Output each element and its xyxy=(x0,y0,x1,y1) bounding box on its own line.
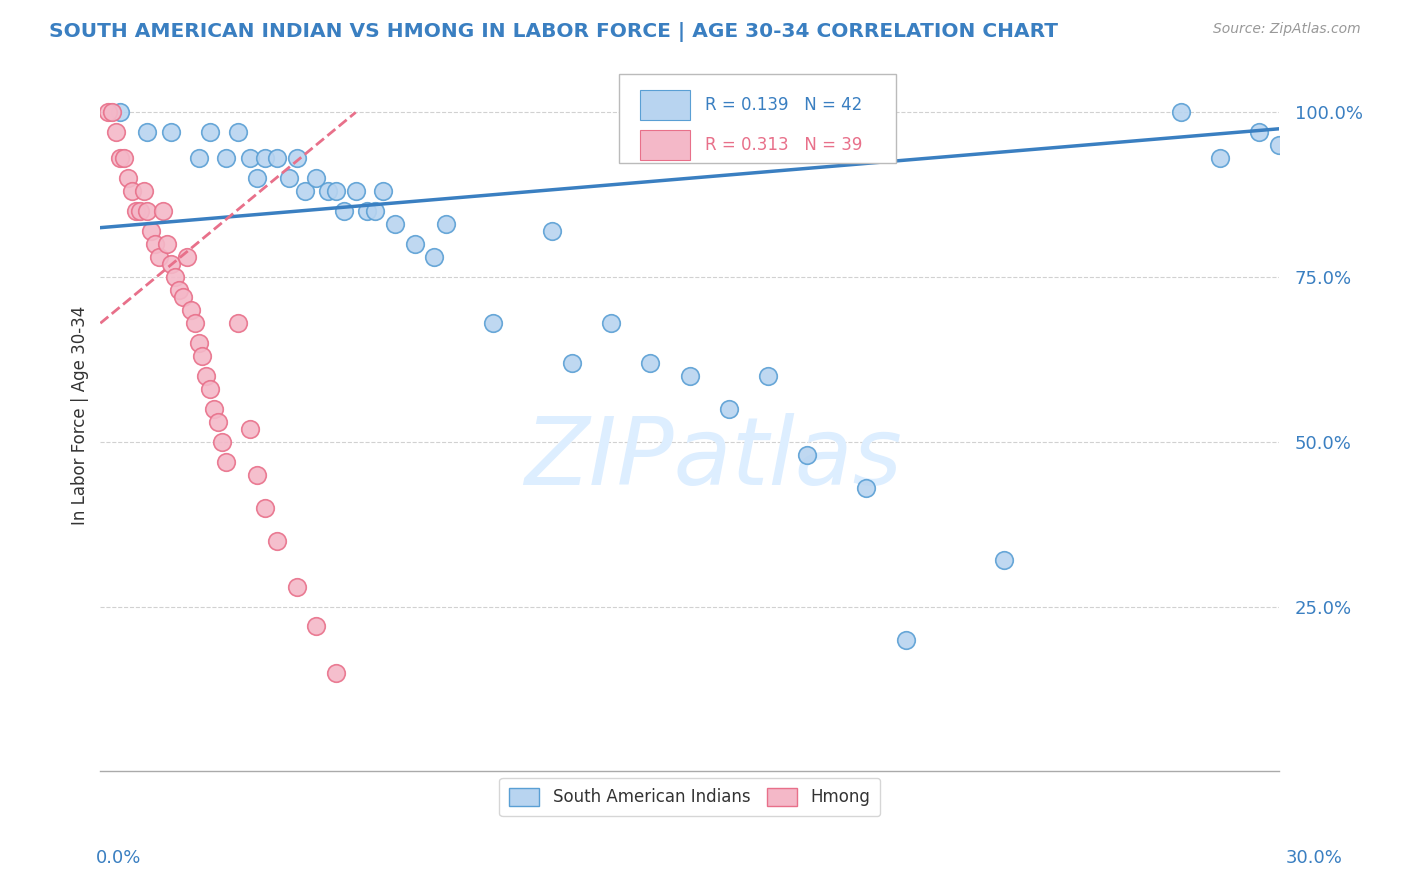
Point xyxy=(125,204,148,219)
Point xyxy=(108,105,131,120)
Point xyxy=(855,481,877,495)
Point xyxy=(176,250,198,264)
Point xyxy=(180,303,202,318)
Point xyxy=(640,356,662,370)
Point xyxy=(294,185,316,199)
Point xyxy=(183,316,205,330)
Point xyxy=(993,553,1015,567)
Point xyxy=(277,171,299,186)
FancyBboxPatch shape xyxy=(640,90,689,120)
Point xyxy=(266,533,288,548)
Text: R = 0.313   N = 39: R = 0.313 N = 39 xyxy=(704,136,862,154)
Point xyxy=(195,368,218,383)
Point xyxy=(211,434,233,449)
Point xyxy=(561,356,583,370)
Point xyxy=(434,218,457,232)
Point xyxy=(344,185,367,199)
Point xyxy=(254,500,277,515)
Point xyxy=(1209,152,1232,166)
Point xyxy=(152,204,174,219)
Point xyxy=(207,415,229,429)
Point xyxy=(128,204,150,219)
FancyBboxPatch shape xyxy=(619,74,896,163)
Point xyxy=(404,237,426,252)
Point xyxy=(136,125,159,139)
Text: ZIPatlas: ZIPatlas xyxy=(524,413,903,504)
Point xyxy=(423,250,446,264)
Point xyxy=(202,401,225,416)
Y-axis label: In Labor Force | Age 30-34: In Labor Force | Age 30-34 xyxy=(72,306,89,525)
Point xyxy=(316,185,339,199)
Point xyxy=(97,105,120,120)
Point xyxy=(105,125,128,139)
Point xyxy=(187,336,209,351)
Point xyxy=(894,632,917,647)
Point xyxy=(239,152,262,166)
Point xyxy=(325,185,347,199)
Point xyxy=(101,105,124,120)
Point xyxy=(191,349,214,363)
Point xyxy=(160,257,183,271)
Text: Source: ZipAtlas.com: Source: ZipAtlas.com xyxy=(1213,22,1361,37)
Point xyxy=(373,185,395,199)
Point xyxy=(285,152,308,166)
Point xyxy=(254,152,277,166)
Point xyxy=(226,316,249,330)
Point xyxy=(356,204,378,219)
Point xyxy=(1249,125,1271,139)
Point xyxy=(117,171,139,186)
Point xyxy=(108,152,131,166)
Point xyxy=(167,283,190,297)
Point xyxy=(246,171,269,186)
Point xyxy=(141,224,163,238)
Point xyxy=(384,218,406,232)
Point xyxy=(200,382,222,396)
Point xyxy=(121,185,143,199)
Point xyxy=(305,171,328,186)
Text: SOUTH AMERICAN INDIAN VS HMONG IN LABOR FORCE | AGE 30-34 CORRELATION CHART: SOUTH AMERICAN INDIAN VS HMONG IN LABOR … xyxy=(49,22,1059,42)
Point xyxy=(678,368,700,383)
Point xyxy=(226,125,249,139)
Point xyxy=(305,619,328,633)
Point xyxy=(266,152,288,166)
Point xyxy=(325,665,347,680)
Text: 30.0%: 30.0% xyxy=(1286,849,1343,867)
Point xyxy=(239,422,262,436)
Point xyxy=(215,455,238,469)
Point xyxy=(482,316,505,330)
Point xyxy=(717,401,740,416)
FancyBboxPatch shape xyxy=(640,130,689,160)
Point xyxy=(187,152,209,166)
Point xyxy=(163,270,186,285)
Point xyxy=(756,368,779,383)
Legend: South American Indians, Hmong: South American Indians, Hmong xyxy=(499,778,880,816)
Point xyxy=(246,467,269,482)
Point xyxy=(600,316,623,330)
Point xyxy=(333,204,356,219)
Point xyxy=(172,290,194,304)
Point xyxy=(1170,105,1192,120)
Point xyxy=(364,204,387,219)
Text: R = 0.139   N = 42: R = 0.139 N = 42 xyxy=(704,96,862,114)
Point xyxy=(148,250,170,264)
Point xyxy=(160,125,183,139)
Point xyxy=(541,224,564,238)
Point xyxy=(156,237,179,252)
Text: 0.0%: 0.0% xyxy=(96,849,141,867)
Point xyxy=(132,185,155,199)
Point xyxy=(143,237,166,252)
Point xyxy=(200,125,222,139)
Point xyxy=(1268,138,1291,153)
Point xyxy=(215,152,238,166)
Point xyxy=(112,152,135,166)
Point xyxy=(285,580,308,594)
Point xyxy=(136,204,159,219)
Point xyxy=(796,448,818,462)
